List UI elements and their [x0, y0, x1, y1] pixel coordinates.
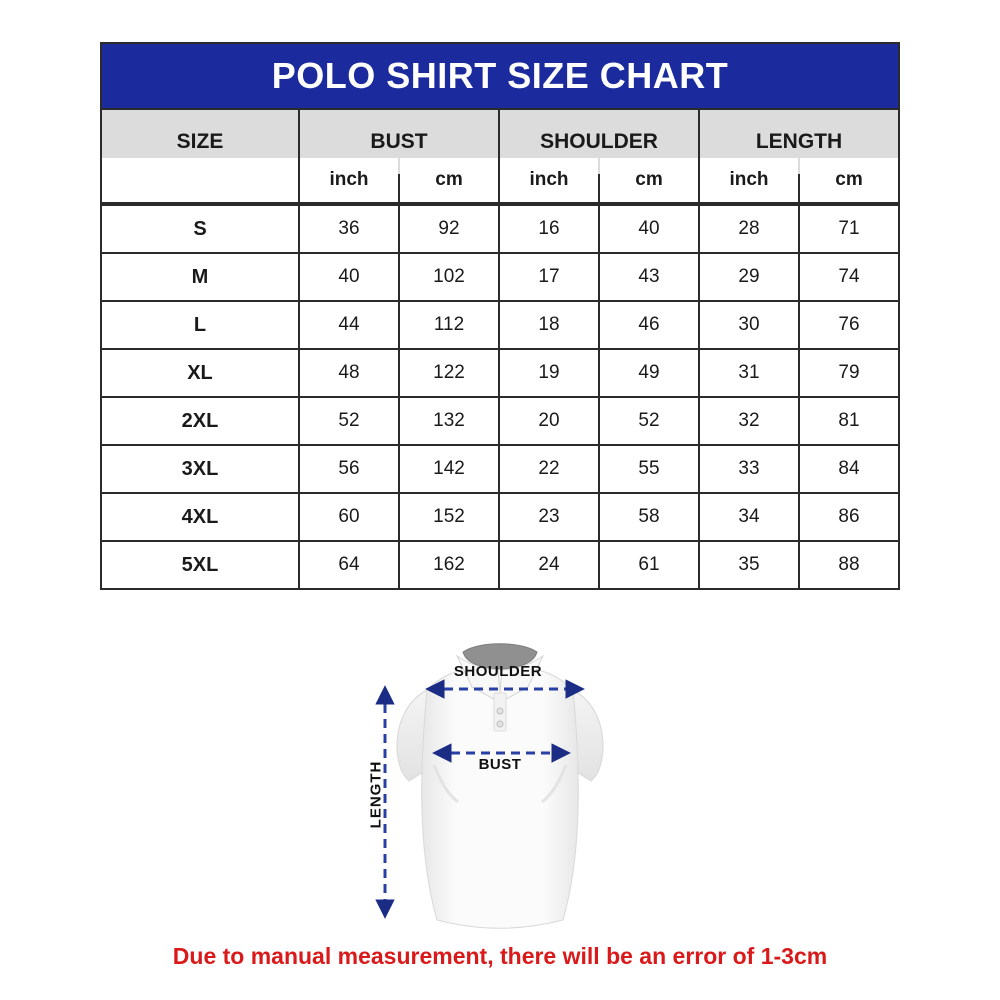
table-cell: 34: [700, 494, 798, 540]
table-cell: 49: [600, 350, 698, 396]
table-cell: 20: [500, 398, 598, 444]
table-cell: 64: [300, 542, 398, 588]
table-cell: 61: [600, 542, 698, 588]
table-cell: 71: [800, 206, 898, 252]
table-grid: SIZE BUST SHOULDER LENGTH inch cm inch c…: [102, 110, 898, 588]
table-cell: 40: [600, 206, 698, 252]
table-cell: 29: [700, 254, 798, 300]
unit-header: cm: [800, 158, 898, 202]
table-cell: 24: [500, 542, 598, 588]
table-cell: 132: [400, 398, 498, 444]
table-cell: 32: [700, 398, 798, 444]
polo-shirt-diagram: [375, 643, 604, 929]
shirt-button: [496, 707, 504, 715]
table-title-banner: POLO SHIRT SIZE CHART: [102, 44, 898, 108]
unit-header: cm: [400, 158, 498, 202]
table-cell: 19: [500, 350, 598, 396]
table-cell: 33: [700, 446, 798, 492]
table-cell: 36: [300, 206, 398, 252]
size-label: 2XL: [102, 398, 298, 444]
table-cell: 40: [300, 254, 398, 300]
size-label: 5XL: [102, 542, 298, 588]
table-cell: 17: [500, 254, 598, 300]
table-cell: 44: [300, 302, 398, 348]
size-label: 4XL: [102, 494, 298, 540]
table-cell: 79: [800, 350, 898, 396]
table-cell: 142: [400, 446, 498, 492]
table-cell: 162: [400, 542, 498, 588]
page-title: POLO SHIRT SIZE CHART: [271, 55, 729, 96]
size-label: L: [102, 302, 298, 348]
table-cell: 60: [300, 494, 398, 540]
measurement-error-note: Due to manual measurement, there will be…: [172, 943, 828, 969]
unit-header-empty: [102, 158, 298, 202]
table-cell: 58: [600, 494, 698, 540]
table-cell: 86: [800, 494, 898, 540]
unit-header: inch: [500, 158, 598, 202]
table-cell: 92: [400, 206, 498, 252]
table-cell: 23: [500, 494, 598, 540]
table-cell: 56: [300, 446, 398, 492]
table-cell: 46: [600, 302, 698, 348]
unit-header: cm: [600, 158, 698, 202]
shirt-crease-right: [541, 764, 568, 804]
size-chart-table: POLO SHIRT SIZE CHART SIZE BUST SHOULDER…: [100, 42, 900, 590]
table-cell: 55: [600, 446, 698, 492]
table-cell: 22: [500, 446, 598, 492]
size-label: S: [102, 206, 298, 252]
table-cell: 52: [600, 398, 698, 444]
table-cell: 102: [400, 254, 498, 300]
table-cell: 122: [400, 350, 498, 396]
table-cell: 30: [700, 302, 798, 348]
table-cell: 31: [700, 350, 798, 396]
table-cell: 152: [400, 494, 498, 540]
table-cell: 28: [700, 206, 798, 252]
table-cell: 76: [800, 302, 898, 348]
size-label: 3XL: [102, 446, 298, 492]
shirt-collar-inner: [462, 643, 538, 670]
bust-measure-label: BUST: [478, 756, 522, 773]
table-cell: 16: [500, 206, 598, 252]
size-label: XL: [102, 350, 298, 396]
unit-header: inch: [300, 158, 398, 202]
table-cell: 43: [600, 254, 698, 300]
table-cell: 18: [500, 302, 598, 348]
length-measure-label: LENGTH: [367, 760, 385, 829]
table-cell: 35: [700, 542, 798, 588]
size-label: M: [102, 254, 298, 300]
table-cell: 48: [300, 350, 398, 396]
shirt-crease-left: [432, 764, 459, 804]
table-cell: 74: [800, 254, 898, 300]
table-cell: 52: [300, 398, 398, 444]
table-cell: 81: [800, 398, 898, 444]
table-cell: 84: [800, 446, 898, 492]
table-cell: 112: [400, 302, 498, 348]
shoulder-measure-label: SHOULDER: [453, 663, 543, 680]
unit-header: inch: [700, 158, 798, 202]
shirt-button: [496, 720, 504, 728]
table-cell: 88: [800, 542, 898, 588]
